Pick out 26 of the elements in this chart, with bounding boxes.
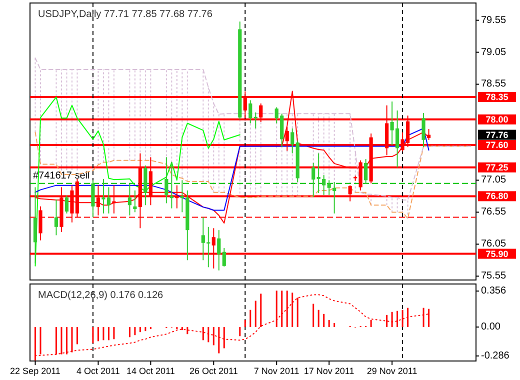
ref-line-label: 75.90 (486, 248, 508, 259)
ref-line-label: 77.25 (486, 162, 508, 172)
x-tick-label: 26 Oct 2011 (189, 366, 238, 376)
x-tick-label: 7 Nov 2011 (254, 366, 300, 376)
text: 77.76 (486, 130, 508, 140)
ref-line-label: 78.00 (486, 114, 508, 124)
x-tick-label: 17 Nov 2011 (304, 366, 354, 376)
y-tick-label: 77.05 (481, 174, 506, 186)
text: MACD(12,26,9) 0.176 0.126 (38, 290, 164, 301)
y-tick-label: 79.05 (481, 46, 506, 58)
y-tick-label: 78.55 (481, 78, 506, 90)
x-tick-label: 22 Sep 2011 (10, 366, 60, 376)
text: USDJPY,Daily 77.71 77.85 77.68 77.76 (38, 9, 213, 20)
ref-line-label: 77.60 (486, 140, 508, 150)
x-tick-label: 14 Oct 2011 (126, 366, 175, 376)
y-tick-label: 76.55 (481, 206, 506, 218)
ref-line-label: 76.80 (486, 191, 508, 202)
x-tick-label: 4 Oct 2011 (76, 366, 120, 376)
y-tick-label: -0.286 (481, 350, 510, 362)
y-tick-label: 76.05 (481, 238, 506, 250)
y-tick-label: 75.55 (481, 270, 506, 282)
x-tick-label: 29 Nov 2011 (366, 366, 418, 376)
ref-line-label: 78.35 (486, 92, 508, 102)
y-tick-label: 0.356 (481, 286, 506, 297)
y-tick-label: 79.55 (481, 14, 506, 26)
y-tick-label: 0.00 (481, 322, 501, 333)
